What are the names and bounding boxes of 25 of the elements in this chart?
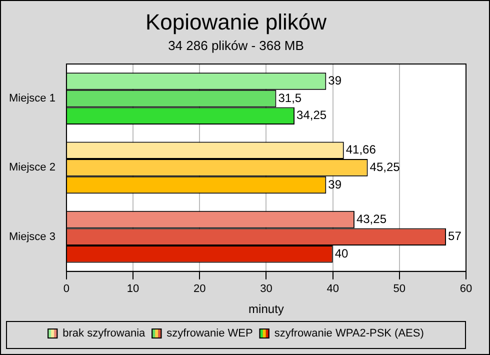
data-label: 43,25 xyxy=(356,212,387,226)
x-tick-label: 50 xyxy=(393,283,406,296)
x-tick-label: 40 xyxy=(326,283,339,296)
x-tick-label: 20 xyxy=(194,283,206,296)
y-tick-label: Miejsce 1 xyxy=(8,92,56,105)
legend-label: brak szyfrowania xyxy=(62,328,146,340)
legend-label: szyfrowanie WPA2-PSK (AES) xyxy=(274,328,424,340)
x-tick-label: 30 xyxy=(260,283,272,296)
data-label: 34,25 xyxy=(296,108,327,122)
data-label: 39 xyxy=(328,177,342,192)
data-label: 31,5 xyxy=(278,90,302,105)
chart-title: Kopiowanie plików xyxy=(146,9,327,34)
x-tick-label: 10 xyxy=(126,283,140,296)
data-label: 57 xyxy=(448,229,462,244)
chart-subtitle: 34 286 plików - 368 MB xyxy=(168,38,304,53)
data-label: 39 xyxy=(328,74,342,88)
x-tick-label: 60 xyxy=(460,283,472,296)
y-tick-label: Miejsce 3 xyxy=(8,230,56,243)
data-label: 41,66 xyxy=(346,142,376,157)
data-label: 40 xyxy=(334,246,348,260)
x-axis-title: minuty xyxy=(248,302,284,316)
data-label: 45,25 xyxy=(370,160,400,174)
x-tick-label: 0 xyxy=(63,283,70,296)
y-tick-label: Miejsce 2 xyxy=(8,162,56,174)
legend-label: szyfrowanie WEP xyxy=(166,328,253,340)
